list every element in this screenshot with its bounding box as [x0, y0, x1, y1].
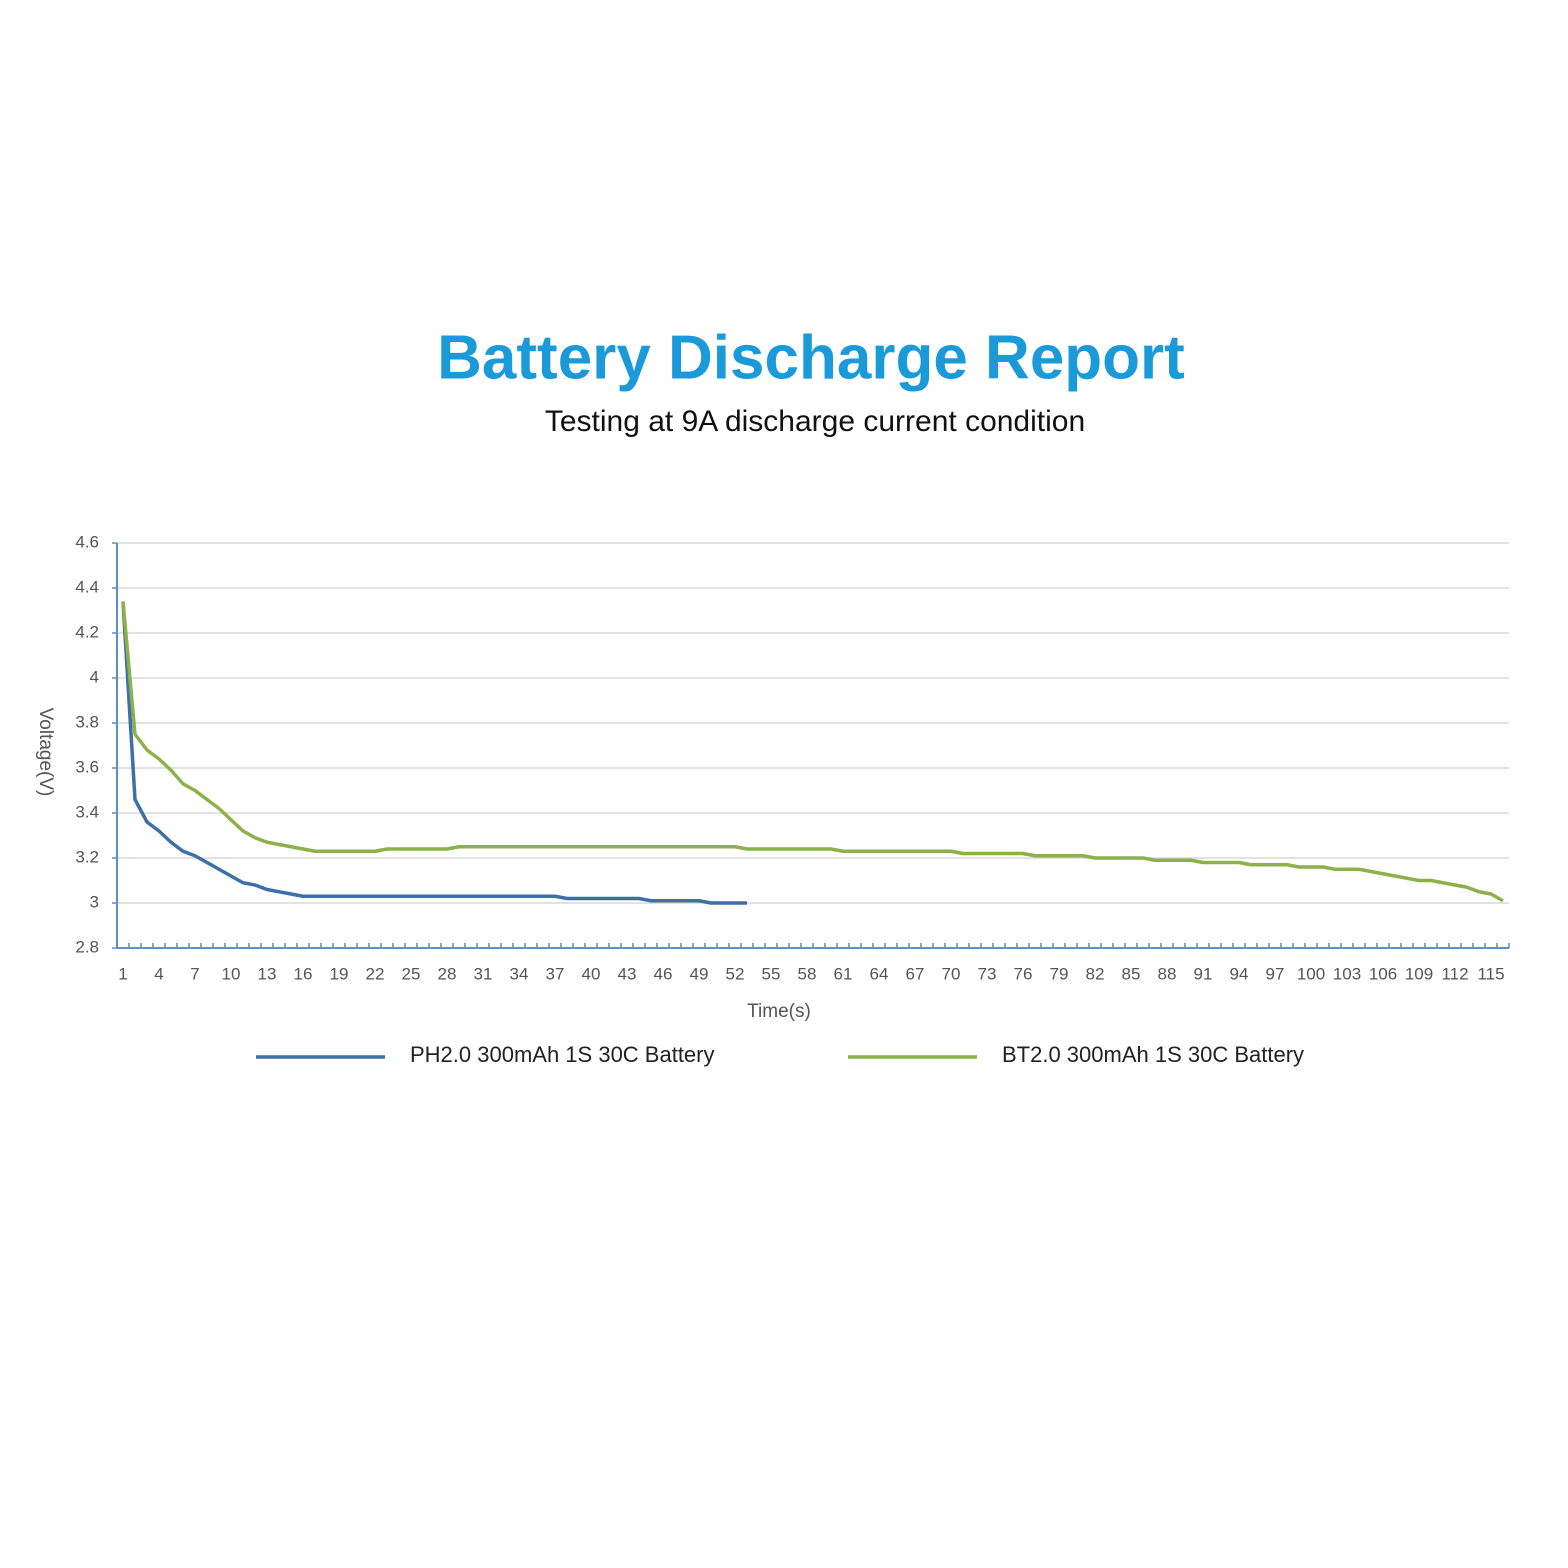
- x-tick-label: 85: [1122, 964, 1141, 983]
- x-tick-label: 76: [1014, 964, 1033, 983]
- series-line: [121, 601, 1504, 903]
- x-tick-label: 40: [582, 964, 601, 983]
- x-tick-label: 13: [258, 964, 277, 983]
- x-tick-label: 103: [1333, 964, 1361, 983]
- chart-subtitle: Testing at 9A discharge current conditio…: [545, 405, 1085, 438]
- series-line: [121, 601, 747, 905]
- x-tick-label: 19: [330, 964, 349, 983]
- x-tick-label: 70: [942, 964, 961, 983]
- x-tick-label: 58: [798, 964, 817, 983]
- y-tick-label: 3.4: [75, 802, 99, 821]
- x-tick-label: 100: [1297, 964, 1325, 983]
- x-tick-label: 25: [402, 964, 421, 983]
- x-tick-label: 73: [978, 964, 997, 983]
- x-tick-label: 106: [1369, 964, 1397, 983]
- y-axis-label: Voltage(V): [35, 708, 56, 797]
- x-tick-label: 37: [546, 964, 565, 983]
- x-tick-label: 16: [294, 964, 313, 983]
- y-tick-label: 3: [90, 892, 99, 911]
- y-tick-label: 4.2: [75, 622, 99, 641]
- y-tick-label: 4.6: [75, 532, 99, 551]
- x-axis-label: Time(s): [747, 1001, 811, 1022]
- x-tick-label: 94: [1230, 964, 1249, 983]
- x-tick-label: 115: [1477, 964, 1504, 983]
- y-tick-label: 4.4: [75, 577, 99, 596]
- x-tick-label: 10: [222, 964, 241, 983]
- x-tick-label: 112: [1441, 964, 1468, 983]
- y-tick-label: 3.2: [75, 847, 99, 866]
- y-tick-label: 2.8: [75, 937, 99, 956]
- x-tick-label: 88: [1158, 964, 1177, 983]
- x-tick-label: 61: [834, 964, 853, 983]
- x-tick-label: 82: [1086, 964, 1105, 983]
- x-tick-label: 55: [762, 964, 781, 983]
- x-tick-label: 91: [1194, 964, 1213, 983]
- y-tick-label: 3.8: [75, 712, 99, 731]
- x-tick-label: 1: [118, 964, 127, 983]
- x-tick-label: 52: [726, 964, 745, 983]
- x-tick-label: 46: [654, 964, 673, 983]
- x-tick-label: 109: [1405, 964, 1433, 983]
- x-tick-label: 43: [618, 964, 637, 983]
- x-tick-label: 49: [690, 964, 709, 983]
- chart-title: Battery Discharge Report: [437, 323, 1185, 392]
- x-tick-label: 64: [870, 964, 889, 983]
- x-tick-label: 31: [474, 964, 493, 983]
- x-tick-label: 4: [154, 964, 163, 983]
- y-tick-label: 4: [90, 667, 99, 686]
- legend-label: PH2.0 300mAh 1S 30C Battery: [410, 1042, 715, 1067]
- x-tick-label: 79: [1050, 964, 1069, 983]
- x-tick-label: 67: [906, 964, 925, 983]
- x-tick-label: 28: [438, 964, 457, 983]
- x-tick-label: 7: [190, 964, 199, 983]
- y-tick-label: 3.6: [75, 757, 99, 776]
- legend-label: BT2.0 300mAh 1S 30C Battery: [1002, 1042, 1304, 1067]
- x-tick-label: 34: [510, 964, 529, 983]
- x-tick-label: 22: [366, 964, 385, 983]
- x-tick-label: 97: [1266, 964, 1285, 983]
